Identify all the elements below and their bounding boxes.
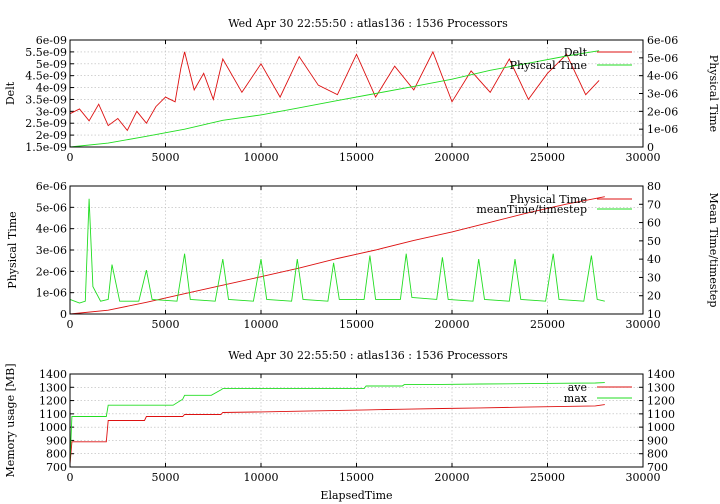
x-tick-label: 15000 <box>339 471 374 484</box>
bottom-chart-title: Wed Apr 30 22:55:50 : atlas136 : 1536 Pr… <box>228 349 508 362</box>
y2-tick-label: 60 <box>647 217 661 230</box>
x-tick-label: 5000 <box>152 151 180 164</box>
y2-tick-label: 6e-06 <box>647 34 678 47</box>
x-tick-label: 10000 <box>244 318 279 331</box>
series-line-meantime-timestep <box>69 198 605 304</box>
y-tick-label: 5.5e-09 <box>25 46 67 59</box>
x-tick-label: 30000 <box>626 471 661 484</box>
memory-usage-chart: 0 5000 10000 15000 20000 25000 300007008009001… <box>4 363 675 502</box>
plot-frame <box>69 185 644 315</box>
y-tick-label: 4e-06 <box>36 223 67 236</box>
x-tick-label: 20000 <box>435 151 470 164</box>
x-tick-label: 10000 <box>244 151 279 164</box>
y-tick-label: 800 <box>46 448 67 461</box>
y-tick-label: 5e-09 <box>36 58 67 71</box>
y-axis-label: Physical Time <box>6 211 19 288</box>
top-chart-title: Wed Apr 30 22:55:50 : atlas136 : 1536 Pr… <box>228 17 508 30</box>
x-tick-label: 5000 <box>152 318 180 331</box>
y2-tick-label: 10 <box>647 308 661 321</box>
legend-label: Physical Time <box>510 59 587 72</box>
y2-tick-label: 3e-06 <box>647 88 678 101</box>
y2-tick-label: 0 <box>647 141 654 154</box>
x-tick-label: 10000 <box>244 471 279 484</box>
y-tick-label: 1300 <box>39 381 67 394</box>
y2-tick-label: 900 <box>647 434 668 447</box>
y2-tick-label: 4e-06 <box>647 70 678 83</box>
y2-tick-label: 2e-06 <box>647 105 678 118</box>
y-tick-label: 6e-09 <box>36 34 67 47</box>
y2-tick-label: 5e-06 <box>647 52 678 65</box>
x-tick-label: 20000 <box>435 318 470 331</box>
x-axis-label: ElapsedTime <box>320 489 392 502</box>
series-line-physical-time <box>69 50 600 148</box>
series-line-max <box>69 382 605 464</box>
y-tick-label: 2e-09 <box>36 129 67 142</box>
y-tick-label: 2e-06 <box>36 265 67 278</box>
series-line-delt <box>69 50 600 132</box>
y2-axis-label: Mean Time/timestep <box>707 193 720 308</box>
y2-axis-label: Physical Time <box>707 55 720 132</box>
x-tick-label: 20000 <box>435 471 470 484</box>
y-tick-label: 1100 <box>39 408 67 421</box>
x-tick-label: 25000 <box>530 318 565 331</box>
y2-tick-label: 800 <box>647 448 668 461</box>
y-axis-label: Delt <box>4 81 17 105</box>
y2-tick-label: 30 <box>647 271 661 284</box>
y2-tick-label: 50 <box>647 235 661 248</box>
series-line-ave <box>69 404 605 465</box>
x-tick-label: 30000 <box>626 318 661 331</box>
series-line-physical-time <box>69 196 605 315</box>
y2-tick-label: 700 <box>647 461 668 474</box>
x-tick-label: 15000 <box>339 318 374 331</box>
y2-tick-label: 20 <box>647 290 661 303</box>
y-tick-label: 1400 <box>39 368 67 381</box>
x-tick-label: 15000 <box>339 151 374 164</box>
y-tick-label: 1000 <box>39 421 67 434</box>
legend-label: Physical Time <box>510 193 587 206</box>
legend-label: Delt <box>564 46 588 59</box>
y2-tick-label: 1e-06 <box>647 123 678 136</box>
plot-frame <box>69 373 644 468</box>
x-tick-label: 0 <box>67 151 74 164</box>
y-tick-label: 1.5e-09 <box>25 141 67 154</box>
y-tick-label: 4.5e-09 <box>25 70 67 83</box>
y-tick-label: 3.5e-09 <box>25 93 67 106</box>
y2-tick-label: 70 <box>647 198 661 211</box>
x-tick-label: 0 <box>67 318 74 331</box>
y-tick-label: 3e-09 <box>36 105 67 118</box>
y-tick-label: 5e-06 <box>36 201 67 214</box>
y2-tick-label: 1000 <box>647 421 675 434</box>
y2-tick-label: 1400 <box>647 368 675 381</box>
y-tick-label: 700 <box>46 461 67 474</box>
y-tick-label: 1e-06 <box>36 287 67 300</box>
x-tick-label: 25000 <box>530 151 565 164</box>
y-axis-label: Memory usage [MB] <box>4 363 17 477</box>
y-tick-label: 2.5e-09 <box>25 117 67 130</box>
x-tick-label: 25000 <box>530 471 565 484</box>
legend-label: meanTime/timestep <box>476 203 587 216</box>
legend-label: ave <box>568 381 587 394</box>
x-tick-label: 5000 <box>152 471 180 484</box>
y2-tick-label: 80 <box>647 180 661 193</box>
x-tick-label: 0 <box>67 471 74 484</box>
y-tick-label: 0 <box>60 308 67 321</box>
y2-tick-label: 1200 <box>647 395 675 408</box>
x-tick-label: 30000 <box>626 151 661 164</box>
y2-tick-label: 40 <box>647 253 661 266</box>
y-tick-label: 900 <box>46 434 67 447</box>
y-tick-label: 1200 <box>39 395 67 408</box>
physical-time-mean-timestep-chart: 0 5000 10000 15000 20000 25000 30000 0 1e-06 2e-0… <box>6 180 720 331</box>
y-tick-label: 4e-09 <box>36 82 67 95</box>
delt-physical-time-chart: 0 5000 10000 15000 20000 25000 300001.5e-092e-… <box>4 34 720 164</box>
y-tick-label: 3e-06 <box>36 244 67 257</box>
y-tick-label: 6e-06 <box>36 180 67 193</box>
y2-tick-label: 1100 <box>647 408 675 421</box>
legend-label: max <box>564 392 588 405</box>
plot-frame <box>69 39 644 148</box>
y2-tick-label: 1300 <box>647 381 675 394</box>
